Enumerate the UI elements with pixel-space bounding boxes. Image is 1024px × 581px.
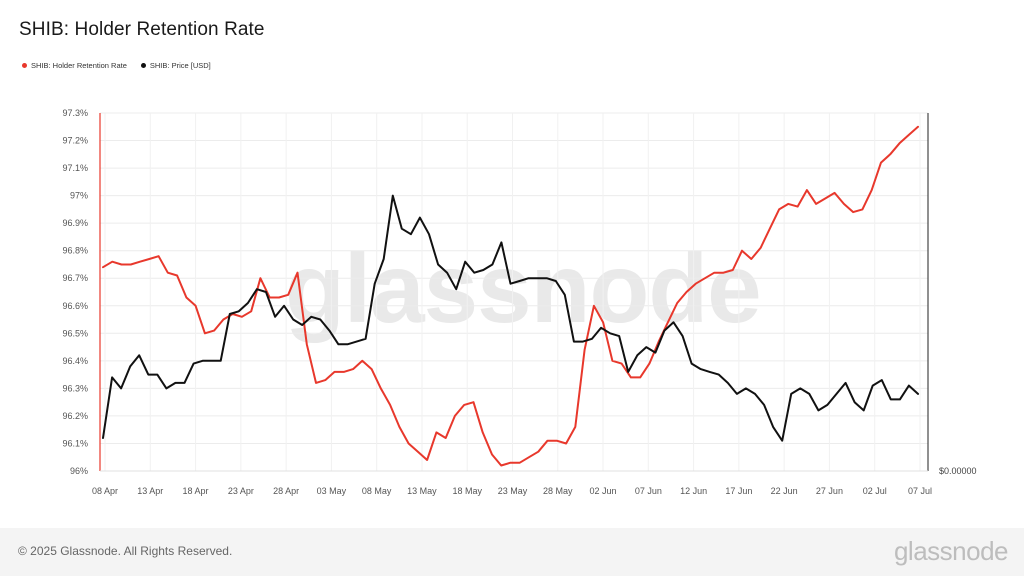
- x-tick-label: 13 Apr: [137, 486, 163, 496]
- x-tick-label: 23 May: [498, 486, 528, 496]
- y-tick-label: 97.2%: [62, 136, 88, 146]
- footer: [0, 528, 1024, 576]
- y-tick-label: 96.6%: [62, 301, 88, 311]
- brand-logo: glassnode: [893, 536, 1009, 566]
- x-tick-label: 02 Jul: [863, 486, 887, 496]
- chart-title: SHIB: Holder Retention Rate: [19, 19, 265, 40]
- x-tick-label: 22 Jun: [771, 486, 798, 496]
- copyright: © 2025 Glassnode. All Rights Reserved.: [18, 544, 233, 558]
- x-tick-label: 07 Jun: [635, 486, 662, 496]
- y-tick-label: 96.8%: [62, 246, 88, 256]
- y-tick-label: 96.7%: [62, 273, 88, 283]
- y-tick-label: 96.2%: [62, 411, 88, 421]
- x-tick-label: 07 Jul: [908, 486, 932, 496]
- x-tick-label: 18 May: [452, 486, 482, 496]
- x-tick-label: 18 Apr: [183, 486, 209, 496]
- x-tick-label: 17 Jun: [725, 486, 752, 496]
- x-tick-label: 08 Apr: [92, 486, 118, 496]
- legend: SHIB: Holder Retention Rate SHIB: Price …: [22, 61, 211, 70]
- y-tick-label: 96.1%: [62, 438, 88, 448]
- x-tick-label: 02 Jun: [590, 486, 617, 496]
- legend-item-retention[interactable]: SHIB: Holder Retention Rate: [22, 61, 127, 70]
- x-tick-label: 13 May: [407, 486, 437, 496]
- y-tick-label: 97.1%: [62, 163, 88, 173]
- x-tick-label: 03 May: [317, 486, 347, 496]
- legend-dot-retention: [22, 63, 27, 68]
- legend-item-price[interactable]: SHIB: Price [USD]: [140, 61, 211, 70]
- retention-rate-line: [102, 125, 919, 467]
- x-tick-label: 28 May: [543, 486, 573, 496]
- y-tick-label: 96.9%: [62, 218, 88, 228]
- right-axis-label: $0.00000: [939, 466, 977, 476]
- x-tick-label: 23 Apr: [228, 486, 254, 496]
- y-tick-label: 96.4%: [62, 356, 88, 366]
- y-tick-label: 96.5%: [62, 328, 88, 338]
- y-tick-label: 97.3%: [62, 108, 88, 118]
- y-tick-label: 96%: [70, 466, 88, 476]
- x-tick-label: 28 Apr: [273, 486, 299, 496]
- x-tick-label: 27 Jun: [816, 486, 843, 496]
- x-tick-label: 12 Jun: [680, 486, 707, 496]
- legend-dot-price: [140, 63, 146, 68]
- x-tick-label: 08 May: [362, 486, 392, 496]
- price-line: [102, 194, 919, 442]
- watermark: glassnode: [285, 233, 762, 343]
- y-tick-label: 97%: [70, 191, 88, 201]
- legend-label-price: SHIB: Price [USD]: [149, 61, 211, 70]
- y-tick-label: 96.3%: [62, 383, 88, 393]
- legend-label-retention: SHIB: Holder Retention Rate: [31, 61, 127, 70]
